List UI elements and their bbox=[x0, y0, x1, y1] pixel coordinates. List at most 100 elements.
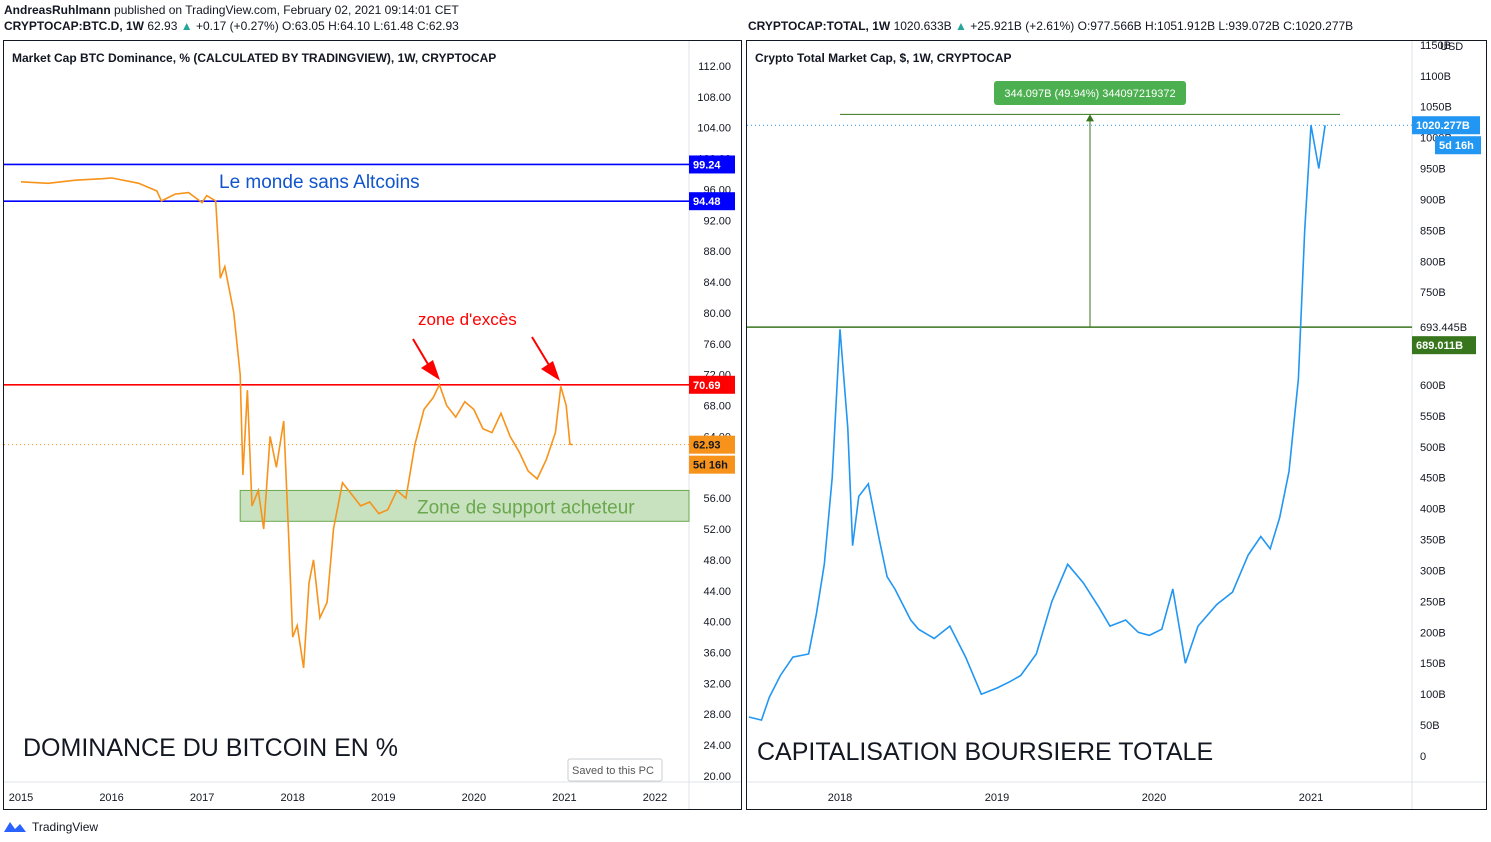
y-tick-label: 250B bbox=[1420, 596, 1446, 608]
price-tag-countdown-bg bbox=[689, 455, 735, 474]
y-tick-label: 28.00 bbox=[703, 709, 731, 721]
price-tag-countdown[interactable]: 5d 16h bbox=[1435, 136, 1481, 155]
right-ohlc: O:977.566B H:1051.912B L:939.072B C:1020… bbox=[1077, 19, 1354, 33]
price-tag-upper-bg bbox=[689, 155, 735, 174]
y-tick-label: 40.00 bbox=[703, 617, 731, 629]
price-tag-green[interactable]: 689.011B bbox=[1412, 336, 1476, 355]
y-tick-label: 56.00 bbox=[703, 493, 731, 505]
left-change: +0.17 (+0.27%) bbox=[195, 19, 279, 33]
right-symbol-line: CRYPTOCAP:TOTAL, 1W 1020.633B ▲ +25.921B… bbox=[748, 19, 1353, 33]
arrow-icon bbox=[531, 336, 560, 381]
price-tag-lower-text: 94.48 bbox=[693, 196, 721, 208]
y-tick-label: 44.00 bbox=[703, 586, 731, 598]
y-tick-label: 84.00 bbox=[703, 277, 731, 289]
price-tag-last-bg bbox=[1412, 116, 1480, 135]
y-tick-label: 68.00 bbox=[703, 401, 731, 413]
publish-date: published on TradingView.com, February 0… bbox=[114, 3, 459, 17]
price-tag-countdown[interactable]: 5d 16h bbox=[689, 455, 735, 474]
right-change: +25.921B (+2.61%) bbox=[970, 19, 1075, 33]
btc-dominance-chart-panel[interactable]: 112.00108.00104.00100.0096.0092.0088.008… bbox=[3, 40, 742, 810]
y-tick-label: 48.00 bbox=[703, 555, 731, 567]
x-tick-label: 2022 bbox=[643, 792, 667, 804]
y-tick-label: 100B bbox=[1420, 689, 1446, 701]
y-tick-label: 450B bbox=[1420, 473, 1446, 485]
y-tick-label: 200B bbox=[1420, 627, 1446, 639]
y-tick-label: 20.00 bbox=[703, 771, 731, 783]
y-tick-label: 50B bbox=[1420, 720, 1440, 732]
x-tick-label: 2021 bbox=[552, 792, 576, 804]
brand-name: TradingView bbox=[32, 820, 99, 834]
support-zone[interactable] bbox=[239, 489, 690, 522]
price-tag-upper-text: 99.24 bbox=[693, 159, 721, 171]
x-tick-label: 2020 bbox=[1142, 792, 1166, 804]
left-panel-title: Market Cap BTC Dominance, % (CALCULATED … bbox=[12, 51, 496, 65]
y-tick-label: 550B bbox=[1420, 411, 1446, 423]
price-tag-countdown-bg bbox=[1435, 136, 1481, 155]
total-market-cap-chart[interactable]: 1150B1100B1050B1000B950B900B850B800B750B… bbox=[747, 41, 1486, 809]
excess-zone-annotation: zone d'excès bbox=[418, 310, 517, 329]
measure-label-text: 344.097B (49.94%) 344097219372 bbox=[1004, 88, 1175, 100]
y-tick-label: 750B bbox=[1420, 287, 1446, 299]
y-tick-label: 108.00 bbox=[697, 92, 731, 104]
y-tick-label: 150B bbox=[1420, 658, 1446, 670]
price-tag-last[interactable]: 62.93 bbox=[689, 435, 735, 454]
tradingview-brand[interactable]: TradingView bbox=[4, 820, 98, 834]
y-tick-label: 800B bbox=[1420, 256, 1446, 268]
right-panel-title: Crypto Total Market Cap, $, 1W, CRYPTOCA… bbox=[755, 51, 1012, 65]
y-tick-label: 52.00 bbox=[703, 524, 731, 536]
price-tag-last[interactable]: 1020.277B bbox=[1412, 116, 1480, 135]
price-tag-red-text: 70.69 bbox=[693, 380, 721, 392]
x-tick-label: 2021 bbox=[1299, 792, 1323, 804]
y-tick-label: 950B bbox=[1420, 164, 1446, 176]
x-tick-label: 2019 bbox=[985, 792, 1009, 804]
y-tick-label: 600B bbox=[1420, 380, 1446, 392]
btc-dominance-series bbox=[20, 177, 573, 669]
y-tick-label: 36.00 bbox=[703, 647, 731, 659]
arrow-up-icon bbox=[1086, 114, 1094, 122]
y-tick-label: 850B bbox=[1420, 225, 1446, 237]
left-symbol[interactable]: CRYPTOCAP:BTC.D, 1W bbox=[4, 19, 145, 33]
measure-label[interactable]: 344.097B (49.94%) 344097219372 bbox=[994, 81, 1186, 105]
y-tick-label: 300B bbox=[1420, 565, 1446, 577]
left-last-value: 62.93 bbox=[147, 19, 178, 33]
left-symbol-line: CRYPTOCAP:BTC.D, 1W 62.93 ▲ +0.17 (+0.27… bbox=[4, 19, 459, 33]
y-tick-label: 76.00 bbox=[703, 339, 731, 351]
price-tag-last-bg bbox=[689, 435, 735, 454]
tradingview-logo-icon bbox=[4, 822, 26, 832]
y-tick-label: 1050B bbox=[1420, 102, 1452, 114]
y-tick-label: 400B bbox=[1420, 504, 1446, 516]
btc-dominance-chart[interactable]: 112.00108.00104.00100.0096.0092.0088.008… bbox=[4, 41, 741, 809]
y-tick-label: 24.00 bbox=[703, 740, 731, 752]
x-tick-label: 2019 bbox=[371, 792, 395, 804]
y-tick-label: 92.00 bbox=[703, 215, 731, 227]
price-tag-lower-bg bbox=[689, 192, 735, 211]
price-tag-lower[interactable]: 94.48 bbox=[689, 192, 735, 211]
x-tick-label: 2020 bbox=[462, 792, 486, 804]
currency-label: USD bbox=[1440, 41, 1463, 53]
y-tick-label: 350B bbox=[1420, 535, 1446, 547]
price-tag-upper[interactable]: 99.24 bbox=[689, 155, 735, 174]
y-tick-label: 104.00 bbox=[697, 123, 731, 135]
price-tag-last-text: 62.93 bbox=[693, 440, 721, 452]
saved-badge[interactable]: Saved to this PC bbox=[567, 758, 663, 782]
y-tick-label: 1150B bbox=[1420, 41, 1451, 52]
right-symbol[interactable]: CRYPTOCAP:TOTAL, 1W bbox=[748, 19, 891, 33]
price-tag-last-text: 1020.277B bbox=[1416, 120, 1470, 132]
right-last-value: 1020.633B bbox=[893, 19, 952, 33]
y-tick-label: 500B bbox=[1420, 442, 1446, 454]
left-ohlc: O:63.05 H:64.10 L:61.48 C:62.93 bbox=[282, 19, 459, 33]
total-market-cap-series bbox=[748, 125, 1326, 722]
total-market-cap-chart-panel[interactable]: 1150B1100B1050B1000B950B900B850B800B750B… bbox=[746, 40, 1487, 810]
y-tick-label: 88.00 bbox=[703, 246, 731, 258]
x-tick-label: 2016 bbox=[99, 792, 123, 804]
x-tick-label: 2015 bbox=[9, 792, 33, 804]
chart-big-title: DOMINANCE DU BITCOIN EN % bbox=[23, 734, 398, 762]
arrow-icon bbox=[412, 338, 440, 380]
author-name[interactable]: AndreasRuhlmann bbox=[4, 3, 111, 17]
price-tag-red[interactable]: 70.69 bbox=[689, 375, 735, 394]
x-tick-label: 2017 bbox=[190, 792, 214, 804]
price-tag-gray: 693.445B bbox=[1420, 322, 1467, 334]
up-triangle-icon: ▲ bbox=[180, 19, 193, 33]
saved-badge-label: Saved to this PC bbox=[572, 765, 654, 777]
price-tag-countdown-text: 5d 16h bbox=[1439, 140, 1474, 152]
